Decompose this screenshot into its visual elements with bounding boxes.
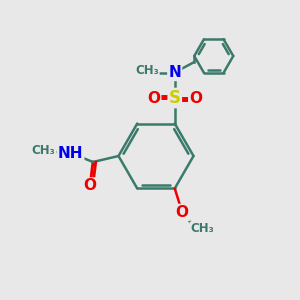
Text: CH₃: CH₃ [32, 143, 56, 157]
Text: O: O [189, 91, 202, 106]
Text: NH: NH [58, 146, 83, 160]
Text: N: N [168, 65, 181, 80]
Text: O: O [147, 91, 160, 106]
Text: S: S [169, 89, 181, 107]
Text: CH₃: CH₃ [190, 223, 214, 236]
Text: O: O [83, 178, 97, 194]
Text: CH₃: CH₃ [135, 64, 159, 76]
Text: O: O [176, 205, 189, 220]
